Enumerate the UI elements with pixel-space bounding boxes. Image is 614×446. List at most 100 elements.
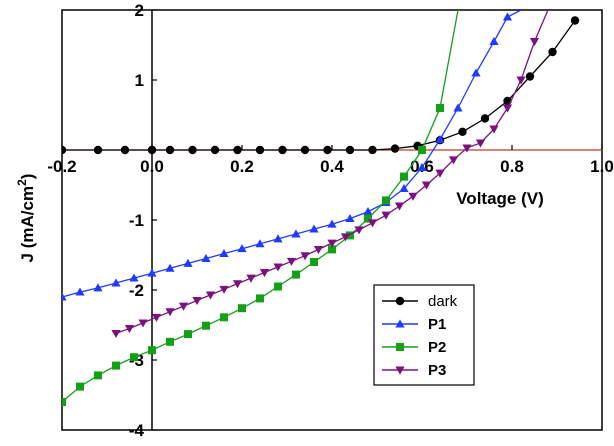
data-point-p3 [151, 313, 162, 322]
series-dark [62, 16, 580, 155]
data-point-p3 [232, 280, 243, 289]
data-point-p2 [166, 337, 174, 346]
series-p1 [62, 10, 522, 301]
data-point-p3 [300, 252, 310, 261]
data-point-p1 [363, 207, 373, 216]
data-point-p3 [273, 263, 283, 272]
data-point-dark [548, 47, 557, 57]
data-point-dark [165, 145, 175, 155]
data-point-p3 [259, 269, 270, 278]
data-point-p1 [345, 214, 355, 223]
data-point-p1 [502, 12, 513, 21]
data-point-p1 [273, 234, 283, 243]
data-point-p1 [147, 268, 157, 277]
data-point-p3 [475, 139, 486, 148]
plot-frame [61, 9, 603, 431]
data-point-p2 [62, 398, 66, 406]
data-point-p1 [327, 219, 337, 228]
data-point-p1 [489, 36, 499, 45]
legend-label-p1: P1 [428, 316, 446, 333]
legend-marker-p3 [395, 366, 405, 375]
y-tick-label: -1 [129, 211, 144, 230]
data-point-p2 [274, 282, 282, 291]
data-point-p1 [471, 68, 481, 77]
data-point-p1 [111, 278, 121, 287]
tick-labels: -0.20.00.20.40.60.81.021-1-2-3-4 [47, 1, 613, 440]
data-point-p1 [291, 229, 301, 238]
legend-label-p3: P3 [428, 362, 446, 379]
data-point-dark [300, 145, 310, 155]
data-point-p1 [453, 103, 463, 112]
data-point-p2 [148, 346, 156, 355]
data-point-p3 [192, 297, 202, 306]
data-point-p2 [418, 146, 426, 154]
y-axis-title-superscript: 2 [15, 179, 29, 186]
data-point-p2 [130, 353, 138, 362]
legend-label-dark: dark [428, 293, 458, 310]
data-point-dark [93, 145, 103, 155]
data-point-p2 [382, 196, 390, 205]
data-point-dark [210, 145, 220, 155]
data-point-p2 [220, 313, 228, 322]
data-point-dark [368, 145, 377, 155]
data-point-dark [147, 145, 157, 155]
y-axis-title: J (mA/cm2) [15, 174, 37, 263]
data-point-dark [255, 145, 265, 155]
data-point-p2 [238, 304, 246, 313]
data-point-p1 [219, 249, 229, 258]
data-point-p1 [255, 239, 265, 248]
series-p2 [62, 10, 459, 406]
series-line-p1 [62, 10, 522, 298]
y-tick-label: 2 [135, 1, 144, 20]
legend: dark P1 P2 P3 [373, 284, 475, 386]
data-point-p3 [381, 211, 391, 220]
data-point-p3 [529, 38, 540, 47]
data-point-p1 [399, 183, 409, 192]
data-point-p3 [246, 274, 256, 283]
y-tick-label: -4 [129, 421, 145, 440]
data-point-p2 [256, 294, 264, 303]
legend-marker-dark [395, 296, 405, 306]
data-point-p3 [286, 257, 297, 266]
data-point-p1 [201, 253, 211, 262]
data-point-p3 [313, 245, 324, 254]
y-tick-label: 1 [135, 71, 144, 90]
x-tick-label: 0.0 [140, 157, 164, 176]
data-point-dark [62, 145, 67, 155]
data-point-p1 [129, 273, 139, 282]
data-point-dark [188, 145, 197, 155]
data-point-p1 [75, 287, 85, 296]
data-point-p3 [435, 169, 445, 178]
x-tick-label: 1.0 [590, 157, 614, 176]
data-point-dark [390, 144, 400, 153]
data-point-dark [570, 16, 580, 25]
x-tick-label: -0.2 [47, 157, 76, 176]
data-point-p2 [328, 245, 336, 254]
data-point-dark [323, 145, 332, 155]
data-point-p2 [310, 258, 318, 266]
data-point-dark [480, 114, 490, 123]
data-point-p3 [205, 291, 216, 300]
data-point-p3 [421, 181, 432, 190]
data-point-p1 [435, 134, 445, 143]
data-point-p2 [346, 231, 354, 240]
legend-label-p2: P2 [428, 339, 446, 356]
data-point-dark [233, 145, 242, 155]
legend-marker-p2 [396, 343, 404, 351]
data-point-p1 [237, 244, 247, 253]
y-axis-title-main: J (mA/cm [18, 186, 37, 263]
data-point-p3 [516, 76, 526, 85]
data-point-p2 [364, 214, 372, 223]
series-p3 [111, 10, 549, 338]
y-axis-title-close: ) [18, 174, 37, 180]
data-point-p2 [202, 321, 210, 330]
data-point-p3 [219, 285, 229, 294]
x-tick-label: 0.8 [500, 157, 524, 176]
data-point-p1 [62, 292, 67, 301]
data-point-p3 [178, 302, 189, 311]
data-point-p1 [417, 162, 427, 171]
data-point-p2 [436, 104, 444, 112]
data-point-p3 [408, 192, 418, 201]
